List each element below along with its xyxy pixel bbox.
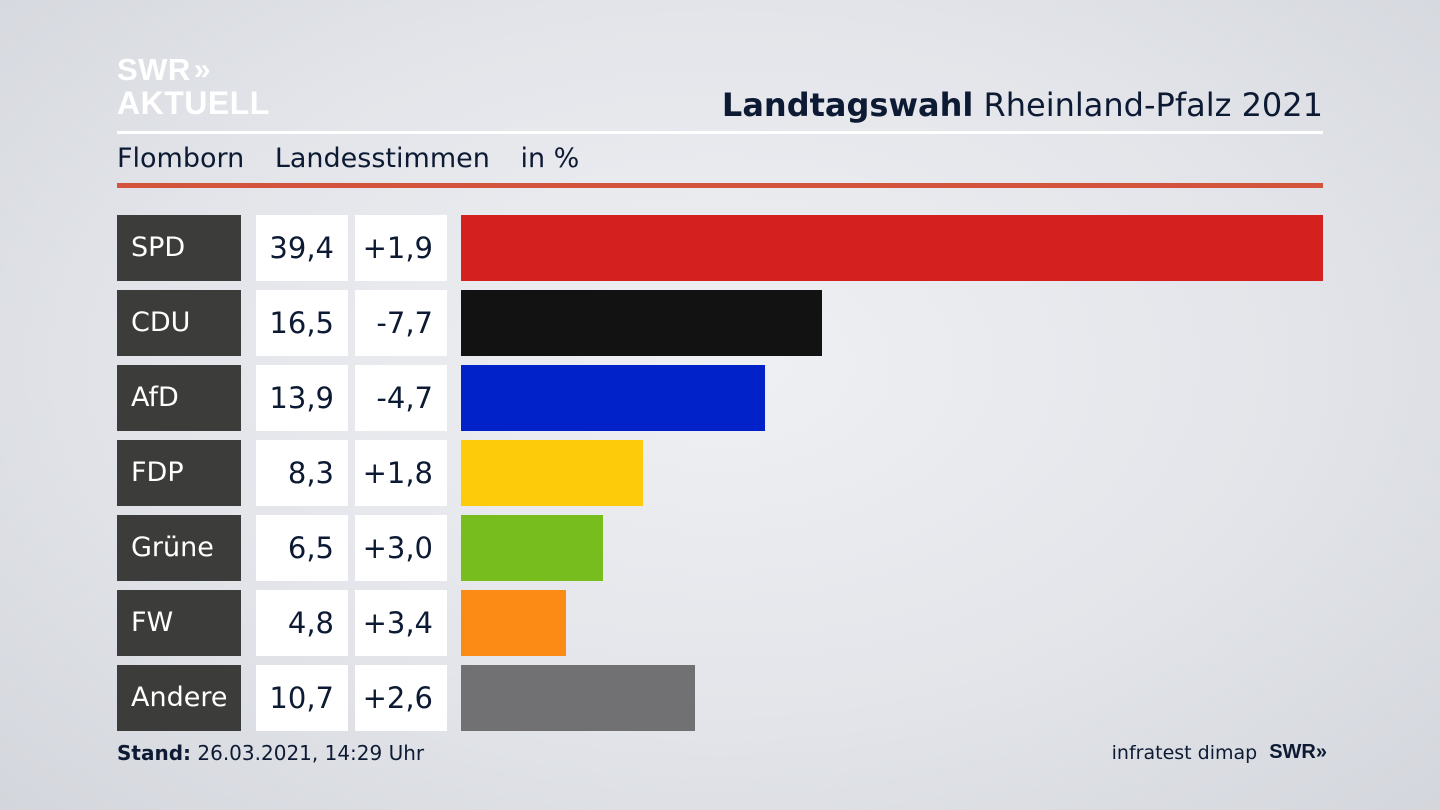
timestamp: Stand: 26.03.2021, 14:29 Uhr (117, 741, 424, 765)
chart-row: Andere 10,7 +2,6 (117, 665, 1323, 731)
party-label: FW (117, 590, 241, 656)
value-label: 10,7 (256, 665, 348, 731)
bar (461, 290, 822, 356)
value-label: 13,9 (256, 365, 348, 431)
change-label: +3,4 (355, 590, 447, 656)
page-title: Landtagswahl Rheinland-Pfalz 2021 (722, 86, 1323, 124)
header-divider (117, 131, 1323, 134)
source-credit: infratest dimap SWR» (1111, 741, 1327, 764)
change-label: +1,9 (355, 215, 447, 281)
chart-row: CDU 16,5 -7,7 (117, 290, 1323, 356)
value-label: 4,8 (256, 590, 348, 656)
value-label: 39,4 (256, 215, 348, 281)
chart-row: SPD 39,4 +1,9 (117, 215, 1323, 281)
subtitle-unit: in % (520, 143, 580, 174)
chart-subtitle: Flomborn Landesstimmen in % (117, 143, 601, 174)
bar (461, 590, 566, 656)
party-label: CDU (117, 290, 241, 356)
party-label: SPD (117, 215, 241, 281)
title-rest: Rheinland-Pfalz 2021 (983, 86, 1323, 124)
swr-footer-logo: SWR» (1269, 741, 1327, 764)
title-bold: Landtagswahl (721, 86, 974, 124)
party-label: Andere (117, 665, 241, 731)
bar (461, 365, 765, 431)
value-label: 6,5 (256, 515, 348, 581)
value-label: 16,5 (256, 290, 348, 356)
change-label: -4,7 (355, 365, 447, 431)
swr-aktuell-logo: SWR» AKTUELL (117, 54, 270, 119)
stand-label: Stand: (117, 741, 192, 765)
party-label: AfD (117, 365, 241, 431)
footer-chevron-icon: » (1315, 741, 1327, 763)
subtitle-measure: Landesstimmen (274, 143, 490, 174)
logo-swr-text: SWR (117, 52, 191, 87)
logo-chevron-icon: » (193, 52, 211, 86)
bar (461, 665, 695, 731)
chart-row: AfD 13,9 -4,7 (117, 365, 1323, 431)
stand-value: 26.03.2021, 14:29 Uhr (197, 741, 425, 765)
swr-footer-logo-text: SWR (1269, 741, 1316, 763)
logo-aktuell-text: AKTUELL (117, 85, 270, 121)
subtitle-place: Flomborn (117, 143, 245, 174)
chart-row: FW 4,8 +3,4 (117, 590, 1323, 656)
source-text: infratest dimap (1111, 741, 1258, 764)
value-label: 8,3 (256, 440, 348, 506)
party-label: FDP (117, 440, 241, 506)
subtitle-divider (117, 183, 1323, 188)
change-label: +1,8 (355, 440, 447, 506)
chart-row: FDP 8,3 +1,8 (117, 440, 1323, 506)
change-label: +2,6 (355, 665, 447, 731)
chart-row: Grüne 6,5 +3,0 (117, 515, 1323, 581)
bar (461, 515, 603, 581)
change-label: +3,0 (355, 515, 447, 581)
bar (461, 440, 643, 506)
bar (461, 215, 1323, 281)
change-label: -7,7 (355, 290, 447, 356)
party-label: Grüne (117, 515, 241, 581)
